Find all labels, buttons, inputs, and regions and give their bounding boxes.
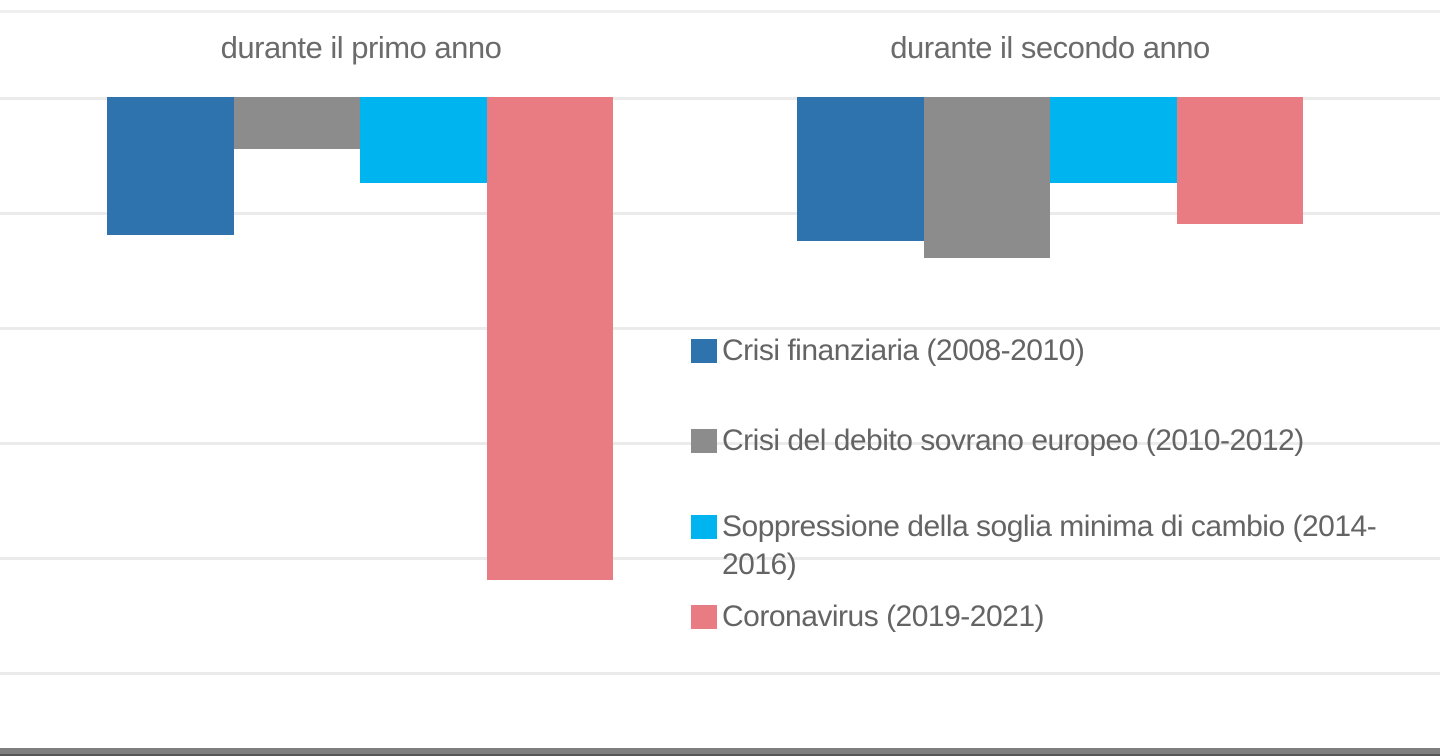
bottom-edge-bar [0, 748, 1440, 756]
legend-label: Soppressione della soglia minima di camb… [722, 510, 1377, 581]
bar-series2-group1 [1050, 97, 1177, 183]
bar-series3-group1 [1176, 97, 1303, 224]
gridline [0, 327, 1440, 330]
group-title-secondo-anno: durante il secondo anno [890, 30, 1210, 65]
top-gridline [0, 10, 1440, 13]
legend-swatch-soglia-minima-icon [691, 515, 717, 539]
bar-series3-group0 [486, 97, 613, 580]
bar-series1-group1 [923, 97, 1050, 258]
bar-series1-group0 [233, 97, 360, 149]
gridline [0, 672, 1440, 675]
legend-item-coronavirus: Coronavirus (2019-2021) [691, 598, 1045, 636]
bar-series0-group0 [107, 97, 234, 235]
legend-item-debito-sovrano: Crisi del debito sovrano europeo (2010-2… [691, 422, 1304, 460]
legend-swatch-debito-sovrano-icon [691, 429, 717, 453]
gridline [0, 557, 1440, 560]
legend-label: Coronavirus (2019-2021) [722, 600, 1045, 633]
legend-swatch-coronavirus-icon [691, 605, 717, 629]
bar-series2-group0 [360, 97, 487, 183]
zero-baseline-gridline [0, 97, 1440, 100]
legend-item-crisi-finanziaria: Crisi finanziaria (2008-2010) [691, 332, 1085, 370]
gridline [0, 212, 1440, 215]
legend-label: Crisi del debito sovrano europeo (2010-2… [722, 424, 1304, 457]
legend-label: Crisi finanziaria (2008-2010) [722, 334, 1085, 367]
legend-item-soglia-minima: Soppressione della soglia minima di camb… [691, 508, 1422, 584]
bar-series0-group1 [797, 97, 924, 241]
gridline [0, 442, 1440, 445]
legend-swatch-crisi-finanziaria-icon [691, 339, 717, 363]
group-title-primo-anno: durante il primo anno [220, 30, 502, 65]
